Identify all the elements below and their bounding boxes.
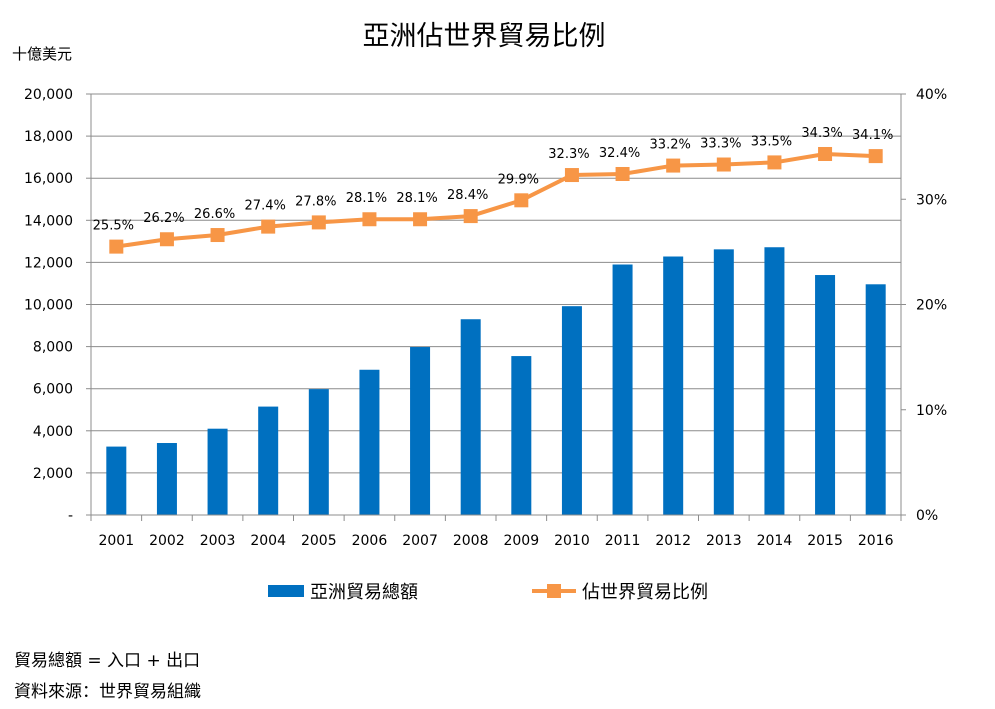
left-axis-tick-label: 18,000 <box>24 129 73 145</box>
left-axis-tick-label: 4,000 <box>33 424 73 440</box>
bar <box>258 406 279 515</box>
data-label: 27.4% <box>245 199 286 214</box>
bar <box>308 389 329 515</box>
bar <box>663 256 684 515</box>
point-marker <box>159 232 174 247</box>
legend: 亞洲貿易總額 佔世界貿易比例 <box>268 582 708 603</box>
data-label: 33.3% <box>700 137 741 152</box>
point-marker <box>514 193 529 208</box>
x-axis-tick-label: 2007 <box>402 533 438 549</box>
data-label: 28.1% <box>346 191 387 206</box>
bar <box>865 284 886 515</box>
legend-swatch-marker <box>547 584 561 598</box>
data-label: 28.4% <box>447 188 488 203</box>
point-marker <box>311 215 326 230</box>
bar <box>207 428 228 515</box>
data-label: 29.9% <box>498 172 539 187</box>
right-axis-tick-label: 10% <box>916 403 947 419</box>
data-label: 34.1% <box>852 128 893 143</box>
x-axis-tick-label: 2002 <box>149 533 185 549</box>
data-label: 25.5% <box>93 219 134 234</box>
legend-swatch-bar <box>268 585 304 597</box>
bar <box>561 306 582 515</box>
right-axis-tick-label: 0% <box>916 508 938 524</box>
x-axis-tick-label: 2013 <box>706 533 742 549</box>
right-axis-tick-label: 20% <box>916 298 947 314</box>
bar <box>410 347 431 515</box>
right-axis-tick-label: 30% <box>916 192 947 208</box>
left-axis-tick-label: 10,000 <box>24 298 73 314</box>
bar <box>511 356 532 515</box>
x-axis-tick-label: 2009 <box>503 533 539 549</box>
left-axis-tick-label: 20,000 <box>24 87 73 103</box>
bar <box>764 247 785 515</box>
x-axis-tick-label: 2010 <box>554 533 590 549</box>
left-axis-tick-label: 14,000 <box>24 213 73 229</box>
left-axis-tick-label: - <box>68 508 73 524</box>
data-label: 32.3% <box>548 147 589 162</box>
x-axis-tick-label: 2006 <box>352 533 388 549</box>
left-axis-tick-label: 2,000 <box>33 466 73 482</box>
x-axis-tick-label: 2004 <box>250 533 286 549</box>
legend-label-bar: 亞洲貿易總額 <box>310 582 418 603</box>
point-marker <box>767 155 782 170</box>
bar <box>713 249 734 515</box>
x-axis-tick-label: 2012 <box>655 533 691 549</box>
point-marker <box>261 219 276 234</box>
y-axis-unit-label: 十億美元 <box>12 45 72 63</box>
left-axis-tick-label: 6,000 <box>33 382 73 398</box>
data-label: 34.3% <box>801 126 842 141</box>
data-label: 27.8% <box>295 194 336 209</box>
bar <box>106 446 127 515</box>
x-axis-tick-label: 2008 <box>453 533 489 549</box>
axes: - 2,000 4,000 6,000 8,000 10,000 12,000 14,000 1… <box>24 87 947 549</box>
chart: 亞洲佔世界貿易比例 十億美元 25.5% 26.2% 26.6% 27.4% 27.8%… <box>12 21 947 603</box>
bar <box>460 319 481 515</box>
legend-label-line: 佔世界貿易比例 <box>582 582 708 603</box>
data-label: 26.6% <box>194 207 235 222</box>
left-axis-tick-label: 16,000 <box>24 171 73 187</box>
point-marker <box>666 158 681 173</box>
x-axis-tick-label: 2005 <box>301 533 337 549</box>
point-marker <box>564 168 579 183</box>
point-marker <box>463 209 478 224</box>
bar-series <box>106 247 886 515</box>
x-axis-tick-label: 2014 <box>757 533 793 549</box>
bar <box>359 369 380 515</box>
data-label: 33.2% <box>650 138 691 153</box>
note-trade-definition: 貿易總額 = 入口 + 出口 <box>14 651 201 671</box>
left-axis-tick-label: 8,000 <box>33 340 73 356</box>
left-axis-tick-label: 12,000 <box>24 255 73 271</box>
point-marker <box>413 212 428 227</box>
bar <box>156 443 177 515</box>
data-label: 32.4% <box>599 146 640 161</box>
line-series: 25.5% 26.2% 26.6% 27.4% 27.8% 28.1% 28.1% 28.4%… <box>93 126 893 254</box>
x-axis-tick-label: 2011 <box>605 533 641 549</box>
point-marker <box>716 157 731 172</box>
x-axis-tick-label: 2015 <box>807 533 843 549</box>
series-line <box>116 151 876 249</box>
point-marker <box>818 146 833 161</box>
chart-title: 亞洲佔世界貿易比例 <box>363 21 606 52</box>
point-marker <box>362 212 377 227</box>
bar <box>612 264 633 515</box>
data-label: 33.5% <box>751 134 792 149</box>
data-label: 28.1% <box>396 191 437 206</box>
x-axis-tick-label: 2016 <box>858 533 894 549</box>
point-marker <box>109 239 124 254</box>
data-label: 26.2% <box>143 211 184 226</box>
point-marker <box>615 166 630 181</box>
x-axis-tick-label: 2003 <box>200 533 236 549</box>
right-axis-tick-label: 40% <box>916 87 947 103</box>
bar <box>815 275 836 515</box>
note-data-source: 資料來源：世界貿易組織 <box>14 682 201 702</box>
point-marker <box>868 149 883 164</box>
x-axis-tick-label: 2001 <box>98 533 134 549</box>
point-marker <box>210 228 225 243</box>
